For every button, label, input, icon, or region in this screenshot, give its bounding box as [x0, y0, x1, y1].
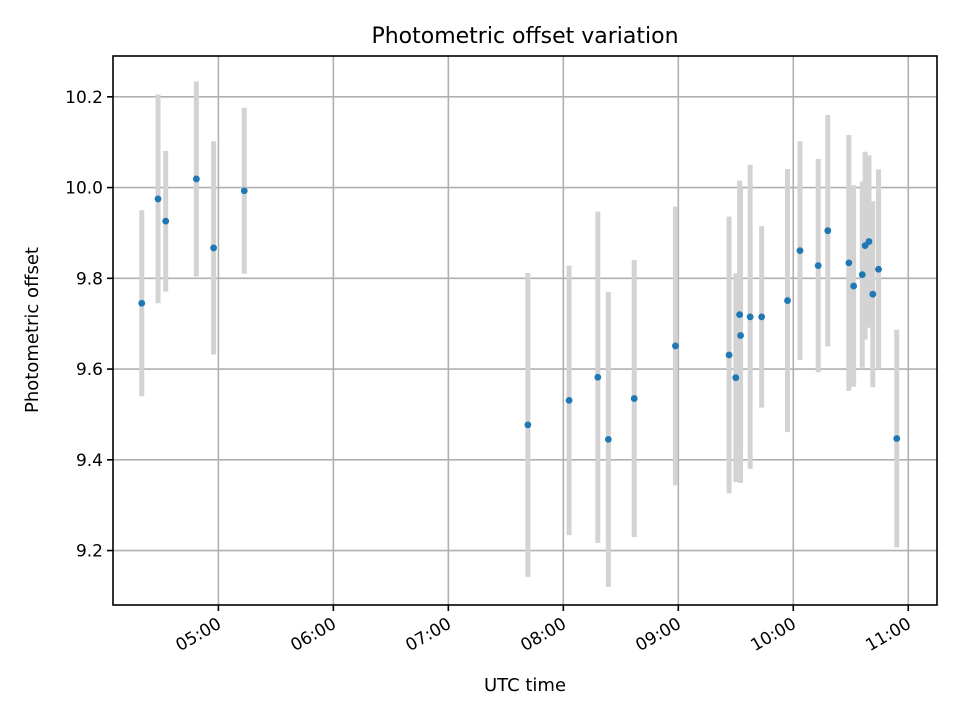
error-bars	[139, 81, 900, 587]
x-tick-label: 10:00	[747, 614, 799, 656]
data-point	[524, 421, 532, 429]
data-point	[732, 374, 740, 382]
chart-title: Photometric offset variation	[371, 24, 678, 49]
data-point	[737, 332, 744, 339]
data-point	[758, 313, 766, 321]
data-point	[865, 238, 873, 245]
x-tick-label: 09:00	[632, 614, 684, 656]
data-point	[162, 217, 170, 225]
data-point	[850, 282, 858, 290]
data-point	[814, 262, 822, 270]
data-point	[594, 373, 602, 381]
x-tick-label: 05:00	[172, 614, 224, 656]
data-point	[824, 227, 832, 235]
data-point	[736, 311, 744, 319]
data-point	[893, 435, 901, 442]
y-tick-label: 9.6	[76, 360, 103, 380]
data-point	[565, 396, 573, 404]
data-point	[240, 187, 248, 195]
x-axis-label: UTC time	[484, 675, 566, 696]
data-point	[746, 313, 754, 321]
data-point	[192, 175, 200, 183]
grid-lines	[113, 56, 937, 605]
data-point	[210, 244, 218, 252]
x-tick-label: 08:00	[517, 614, 569, 656]
data-point	[630, 395, 638, 402]
x-tick-label: 06:00	[287, 614, 339, 656]
data-point	[796, 247, 804, 255]
data-point	[869, 290, 877, 298]
data-point	[725, 351, 733, 359]
y-tick-label: 9.8	[76, 269, 103, 289]
data-point	[784, 297, 791, 304]
data-point	[845, 259, 853, 267]
plot-frame	[112, 55, 938, 606]
data-point	[875, 265, 882, 273]
y-tick-label: 9.2	[76, 542, 103, 562]
y-axis-label: Photometric offset	[22, 247, 43, 413]
y-tick-label: 10.0	[65, 179, 103, 199]
data-point	[154, 195, 162, 203]
x-tick-label: 11:00	[862, 614, 914, 656]
y-tick-label: 10.2	[65, 88, 103, 108]
data-point	[138, 299, 146, 307]
data-point	[604, 435, 612, 443]
x-tick-label: 07:00	[402, 614, 454, 656]
data-point	[858, 271, 866, 279]
y-tick-label: 9.4	[76, 451, 103, 471]
data-points	[138, 175, 901, 443]
data-point	[672, 342, 679, 350]
